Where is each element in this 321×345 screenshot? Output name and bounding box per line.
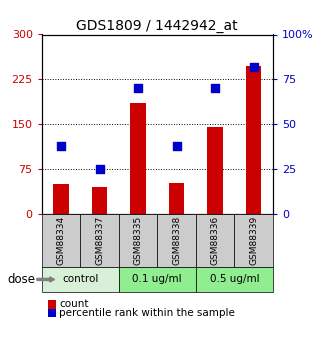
Text: GSM88338: GSM88338 <box>172 216 181 265</box>
Text: control: control <box>62 275 99 284</box>
Point <box>213 86 218 91</box>
Point <box>135 86 141 91</box>
Text: GSM88335: GSM88335 <box>134 216 143 265</box>
Point <box>58 143 64 148</box>
Text: 0.5 ug/ml: 0.5 ug/ml <box>210 275 259 284</box>
Text: count: count <box>59 299 89 309</box>
Bar <box>53 184 69 214</box>
Bar <box>130 103 146 214</box>
Bar <box>169 183 184 214</box>
Text: dose: dose <box>7 273 35 286</box>
Text: percentile rank within the sample: percentile rank within the sample <box>59 308 235 318</box>
Bar <box>207 127 223 214</box>
Text: GSM88334: GSM88334 <box>56 216 65 265</box>
Text: 0.1 ug/ml: 0.1 ug/ml <box>133 275 182 284</box>
Point <box>97 166 102 172</box>
Bar <box>246 66 261 214</box>
Title: GDS1809 / 1442942_at: GDS1809 / 1442942_at <box>76 19 238 33</box>
Text: GSM88339: GSM88339 <box>249 216 258 265</box>
Text: GSM88336: GSM88336 <box>211 216 220 265</box>
Point <box>251 64 256 70</box>
Bar <box>92 187 107 214</box>
Point <box>174 143 179 148</box>
Text: GSM88337: GSM88337 <box>95 216 104 265</box>
